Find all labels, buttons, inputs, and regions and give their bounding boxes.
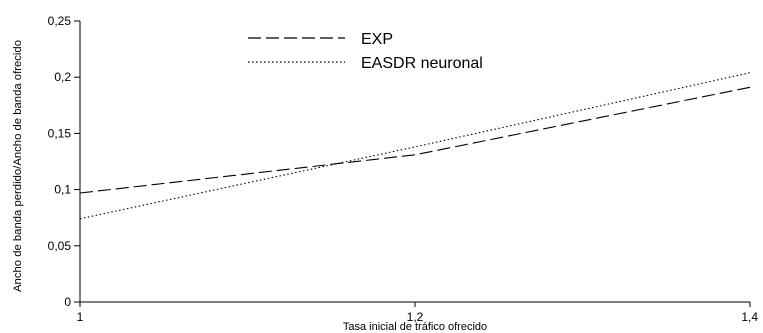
y-tick-label: 0,25: [48, 14, 72, 28]
x-axis-title: Tasa inicial de tráfico ofrecido: [343, 321, 487, 333]
legend-label: EXP: [361, 31, 393, 48]
x-axis-ticks: 1 1,2 1,4: [77, 302, 758, 324]
y-tick-label: 0,15: [48, 126, 72, 140]
y-tick-label: 0: [64, 295, 71, 309]
series-layer: [79, 72, 751, 220]
series-line-exp: [79, 86, 751, 194]
y-tick-label: 0,2: [54, 70, 71, 84]
y-tick-label: 0,1: [54, 183, 71, 197]
y-tick-label: 0,05: [48, 239, 72, 253]
y-axis-title: Ancho de banda perdido/Ancho de banda of…: [12, 40, 24, 292]
x-tick-label: 1: [77, 310, 84, 324]
x-tick-label: 1,2: [407, 310, 424, 324]
y-axis-ticks: 0 0,05 0,1 0,15 0,2 0,25: [48, 14, 80, 309]
series-line-easdr-neuronal: [79, 72, 751, 220]
legend-label: EASDR neuronal: [361, 55, 483, 72]
x-tick-label: 1,4: [741, 310, 758, 324]
legend: EXP EASDR neuronal: [248, 31, 483, 72]
